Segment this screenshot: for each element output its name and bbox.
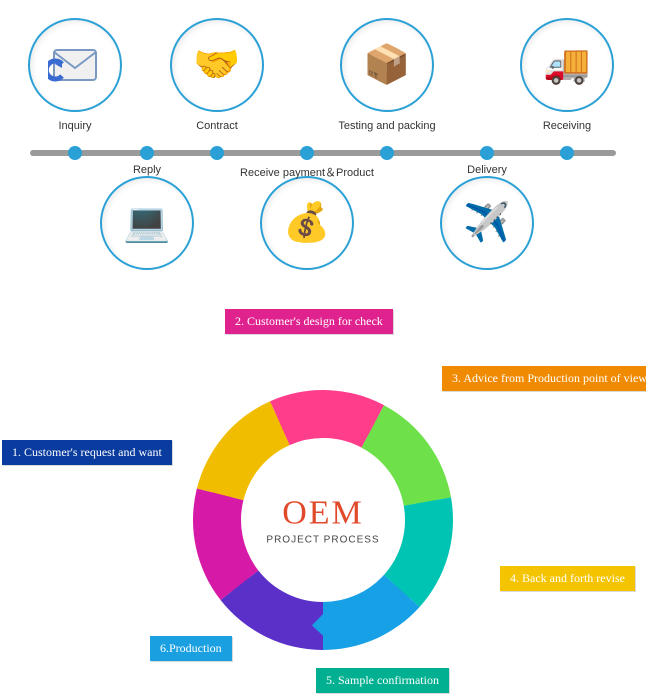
oem-title: OEM [266, 495, 379, 533]
oem-step-tag: 5. Sample confirmation [316, 668, 449, 693]
flow-node-label: Contract [196, 120, 238, 132]
flow-node: 📦 [340, 18, 434, 112]
flow-node-label: Inquiry [58, 120, 91, 132]
flow-node-label: Testing and packing [338, 120, 435, 132]
flow-node [28, 18, 122, 112]
flow-node: ✈️ [440, 176, 534, 270]
oem-step-tag: 6.Production [150, 636, 232, 661]
flow-dot [68, 146, 82, 160]
flow-dot [380, 146, 394, 160]
flow-dot [300, 146, 314, 160]
flow-dot [140, 146, 154, 160]
flow-node: 🤝 [170, 18, 264, 112]
flow-node-label: Delivery [467, 164, 507, 176]
flow-node-label: Receive payment＆Product [240, 164, 374, 180]
flow-dot [210, 146, 224, 160]
oem-ring-section: OEM PROJECT PROCESS 1. Customer's reques… [0, 300, 646, 700]
flow-node-label: Reply [133, 164, 161, 176]
flow-node: 💻 [100, 176, 194, 270]
oem-step-tag: 2. Customer's design for check [225, 309, 393, 334]
oem-step-tag: 4. Back and forth revise [500, 566, 635, 591]
flow-node-label: Receiving [543, 120, 591, 132]
process-flow: Inquiry 🤝 Contract 📦 Testing and packing 🚚 Rec… [0, 0, 646, 290]
flow-node: 💰 [260, 176, 354, 270]
flow-line [30, 150, 616, 156]
flow-dot [560, 146, 574, 160]
oem-step-tag: 1. Customer's request and want [2, 440, 172, 465]
oem-step-tag: 3. Advice from Production point of view [442, 366, 646, 391]
oem-subtitle: PROJECT PROCESS [266, 535, 379, 546]
flow-node: 🚚 [520, 18, 614, 112]
ring-center: OEM PROJECT PROCESS [266, 495, 379, 546]
flow-dot [480, 146, 494, 160]
